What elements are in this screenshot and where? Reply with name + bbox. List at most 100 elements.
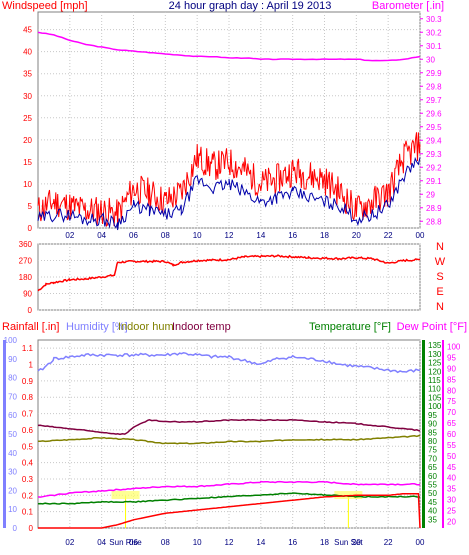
hour-tick: 08	[161, 538, 170, 547]
temperature-tick: 95	[428, 411, 437, 420]
dew-point-tick: 30	[447, 496, 456, 505]
rain-tick: 0.3	[22, 475, 34, 484]
hour-tick: 20	[352, 231, 361, 240]
hour-tick: 02	[65, 231, 74, 240]
barometer-tick: 29	[426, 190, 435, 199]
humidity-tick: 80	[8, 374, 17, 383]
dew-point-label: Dew Point [°F]	[397, 321, 467, 333]
temperature-f-line	[37, 492, 421, 505]
humidity-axis-bar	[3, 340, 6, 528]
temperature-tick: 130	[428, 350, 442, 359]
rainfall-label: Rainfall [.in]	[2, 321, 59, 333]
direction-tick: 90	[23, 290, 32, 299]
dew-point-tick: 70	[447, 408, 456, 417]
temperature-tick: 125	[428, 359, 442, 368]
dew-point-tick: 95	[447, 353, 456, 362]
hour-tick: 12	[225, 538, 234, 547]
hour-tick: 18	[320, 231, 329, 240]
hour-tick: 06	[129, 231, 138, 240]
windspeed-tick: 30	[23, 92, 32, 101]
temperature-label: Temperature [°F]	[309, 321, 391, 333]
rain-tick: 0.7	[22, 410, 34, 419]
humidity-temperature-rain-panel: 0 0.1 0.2 0.3 0.4 0.5 0.6 0.7 0.8 0.9 1 1.1 0 10 20 30 4…	[3, 336, 461, 547]
dew-point-tick: 60	[447, 430, 456, 439]
temperature-tick: 120	[428, 367, 442, 376]
hour-tick: 14	[256, 231, 265, 240]
barometer-line	[37, 31, 421, 62]
barometer-tick: 29.3	[426, 150, 442, 159]
rain-tick: 0.9	[22, 377, 34, 386]
humidity-tick: 10	[8, 505, 17, 514]
windspeed-tick: 15	[23, 158, 32, 167]
humidity-tick: 60	[8, 411, 17, 420]
barometer-tick: 29.2	[426, 163, 442, 172]
windspeed-axis-label: Windspeed [mph]	[2, 0, 88, 12]
humidity-tick: 90	[8, 355, 17, 364]
barometer-tick: 29.6	[426, 109, 442, 118]
temperature-tick: 85	[428, 428, 437, 437]
dew-point-f-line	[37, 480, 421, 498]
temperature-tick: 50	[428, 489, 437, 498]
hour-tick: 12	[225, 231, 234, 240]
indoor-hum-line	[38, 434, 421, 445]
humidity-tick: 0	[13, 524, 18, 533]
humidity-tick: 70	[8, 392, 17, 401]
dew-point-tick: 100	[447, 343, 461, 352]
compass-label: S	[436, 271, 443, 283]
dew-point-tick: 45	[447, 463, 456, 472]
hour-tick: 00	[416, 231, 425, 240]
dew-point-tick: 35	[447, 485, 456, 494]
temperature-tick: 60	[428, 472, 437, 481]
barometer-axis-label: Barometer [.in]	[372, 0, 444, 12]
barometer-tick: 28.8	[426, 217, 442, 226]
temperature-tick: 35	[428, 515, 437, 524]
temperature-tick: 45	[428, 498, 437, 507]
compass-label: W	[435, 256, 446, 268]
dew-point-tick: 90	[447, 364, 456, 373]
rain-tick: 0.1	[22, 508, 34, 517]
windspeed-tick: 45	[23, 26, 32, 35]
humidity-tick: 40	[8, 449, 17, 458]
rain-tick: 0.2	[22, 491, 34, 500]
sun-marker-box	[111, 491, 140, 499]
direction-tick: 180	[19, 273, 33, 282]
dew-point-tick: 50	[447, 452, 456, 461]
hour-tick: 04	[97, 538, 106, 547]
hour-tick: 10	[193, 231, 202, 240]
barometer-tick: 29.4	[426, 136, 442, 145]
sun-annotation: Sun Set	[334, 538, 363, 547]
hour-tick: 04	[97, 231, 106, 240]
hour-tick: 22	[384, 538, 393, 547]
humidity-tick: 30	[8, 468, 17, 477]
hour-tick: 20	[352, 538, 361, 547]
barometer-tick: 29.7	[426, 96, 442, 105]
dew-point-axis-bar	[442, 340, 444, 528]
temperature-tick: 70	[428, 454, 437, 463]
hour-tick: 02	[65, 538, 74, 547]
rain-tick: 0.8	[22, 393, 34, 402]
barometer-tick: 29.9	[426, 69, 442, 78]
wind-direction-line	[37, 254, 421, 292]
rain-tick: 1.1	[22, 344, 34, 353]
temperature-tick: 65	[428, 463, 437, 472]
hour-tick: 18	[320, 538, 329, 547]
temperature-axis-bar	[422, 340, 425, 528]
dew-point-tick: 20	[447, 517, 456, 526]
dew-point-tick: 75	[447, 397, 456, 406]
indoor-hum-label: Indoor hum	[118, 321, 174, 333]
dew-point-tick: 80	[447, 386, 456, 395]
windspeed-tick: 25	[23, 114, 32, 123]
rainfall-in-line	[38, 492, 421, 529]
temperature-tick: 115	[428, 376, 441, 385]
wind-average-line	[37, 156, 421, 231]
hour-tick: 00	[416, 538, 425, 547]
barometer-tick: 29.8	[426, 82, 442, 91]
temperature-tick: 135	[428, 341, 442, 350]
barometer-tick: 29.5	[426, 123, 442, 132]
dew-point-tick: 65	[447, 419, 456, 428]
rain-tick: 0.4	[22, 459, 34, 468]
indoor-temp-label: Indoor temp	[172, 321, 231, 333]
hour-tick: 08	[161, 231, 170, 240]
windspeed-tick: 40	[23, 48, 32, 57]
